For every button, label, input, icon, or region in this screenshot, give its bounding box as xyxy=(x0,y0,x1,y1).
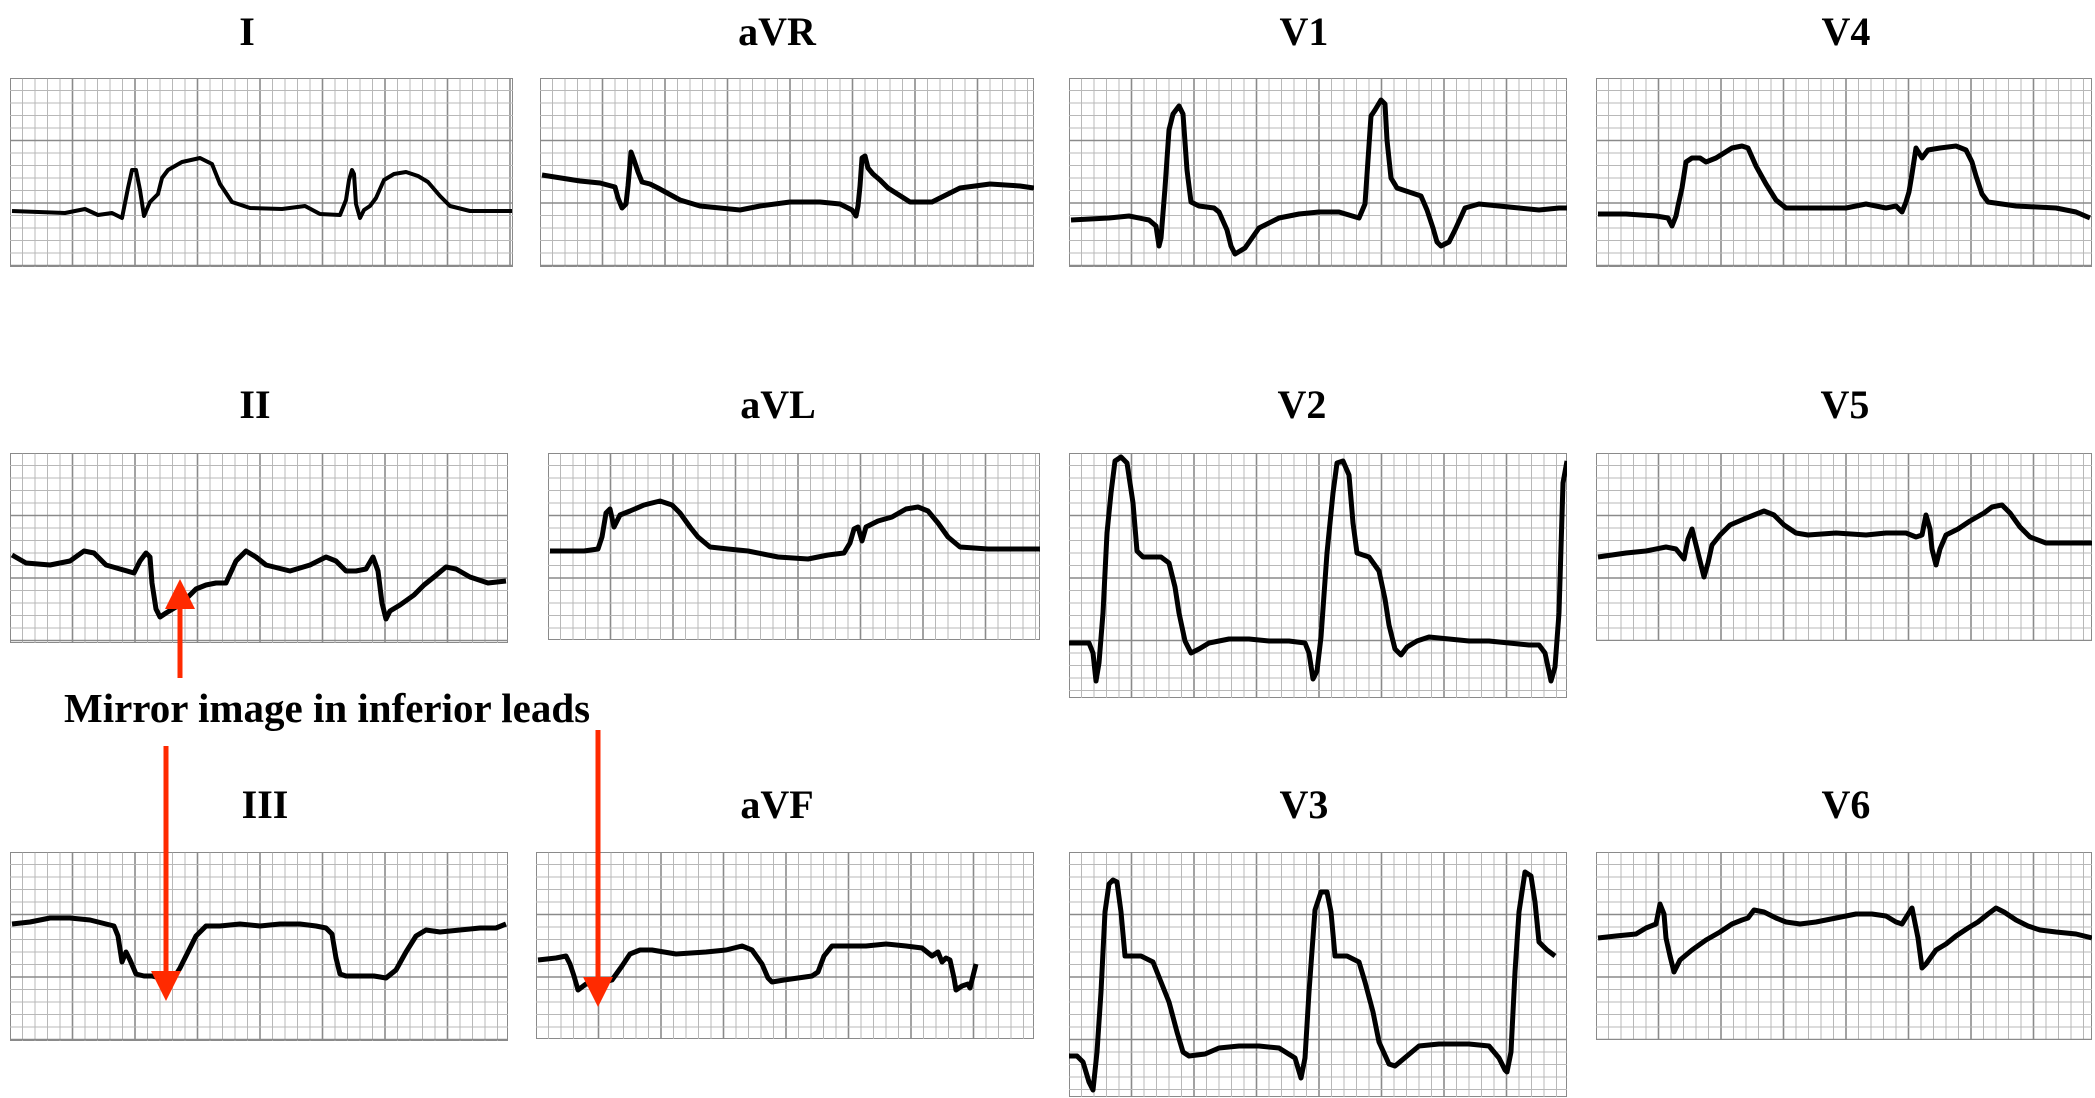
mirror-image-annotation: Mirror image in inferior leads xyxy=(64,685,591,731)
lead-title-aVR: aVR xyxy=(738,9,816,54)
lead-title-II: II xyxy=(239,382,271,427)
ecg-trace-V6 xyxy=(1597,901,2092,975)
ecg-grid-V5 xyxy=(1596,453,2092,641)
lead-title-aVF: aVF xyxy=(740,782,814,827)
lead-title-III: III xyxy=(241,782,289,827)
grid-lines xyxy=(10,453,508,643)
ecg-trace-V4 xyxy=(1598,143,2091,229)
ecg-strip-V4 xyxy=(1596,78,2092,267)
grid-lines xyxy=(540,78,1034,267)
ecg-grid-aVL xyxy=(548,453,1040,640)
lead-title-I: I xyxy=(239,9,255,54)
ecg-grid-aVF xyxy=(536,852,1034,1039)
lead-title-V3: V3 xyxy=(1279,782,1329,827)
grid-lines xyxy=(1069,78,1567,267)
ecg-trace-V2 xyxy=(1069,454,1567,684)
ecg-strip-aVL xyxy=(548,453,1040,640)
grid-lines xyxy=(548,453,1040,640)
ecg-grid-V6 xyxy=(1596,852,2092,1040)
ecg-strip-III xyxy=(10,852,508,1041)
ecg-trace-aVL xyxy=(550,498,1040,562)
lead-title-V4: V4 xyxy=(1821,9,1871,54)
ecg-trace-aVR xyxy=(541,149,1034,219)
ecg-trace-V3 xyxy=(1069,869,1557,1093)
ecg-strip-V6 xyxy=(1596,852,2092,1040)
grid-lines xyxy=(10,852,508,1041)
ecg-strip-V2 xyxy=(1069,453,1567,698)
grid-lines xyxy=(1596,78,2092,267)
lead-title-aVL: aVL xyxy=(740,382,816,427)
ecg-strip-V5 xyxy=(1596,453,2092,641)
ecg-grid-III xyxy=(10,852,508,1041)
grid-lines xyxy=(536,852,1034,1039)
ecg-strip-V1 xyxy=(1069,78,1567,267)
ecg-grid-II xyxy=(10,453,508,643)
lead-title-V1: V1 xyxy=(1279,9,1329,54)
ecg-strip-aVF xyxy=(536,852,1034,1039)
ecg-grid-V3 xyxy=(1069,852,1567,1097)
ecg-grid-V1 xyxy=(1069,78,1567,267)
lead-title-V6: V6 xyxy=(1821,782,1871,827)
ecg-strip-aVR xyxy=(540,78,1034,267)
ecg-strip-II xyxy=(10,453,508,643)
ecg-trace-V5 xyxy=(1597,502,2092,580)
ecg-trace-V1 xyxy=(1070,97,1567,257)
ecg-grid-V2 xyxy=(1069,453,1567,698)
ecg-trace-II xyxy=(10,548,507,622)
ecg-grid-I xyxy=(10,78,513,267)
lead-title-V5: V5 xyxy=(1820,382,1870,427)
ecg-strip-V3 xyxy=(1069,852,1567,1097)
ecg-trace-I xyxy=(11,156,512,220)
ecg-grid-aVR xyxy=(540,78,1034,267)
lead-title-V2: V2 xyxy=(1277,382,1327,427)
ecg-trace-III xyxy=(11,915,507,981)
ecg-grid-V4 xyxy=(1596,78,2092,267)
ecg-strip-I xyxy=(10,78,513,267)
